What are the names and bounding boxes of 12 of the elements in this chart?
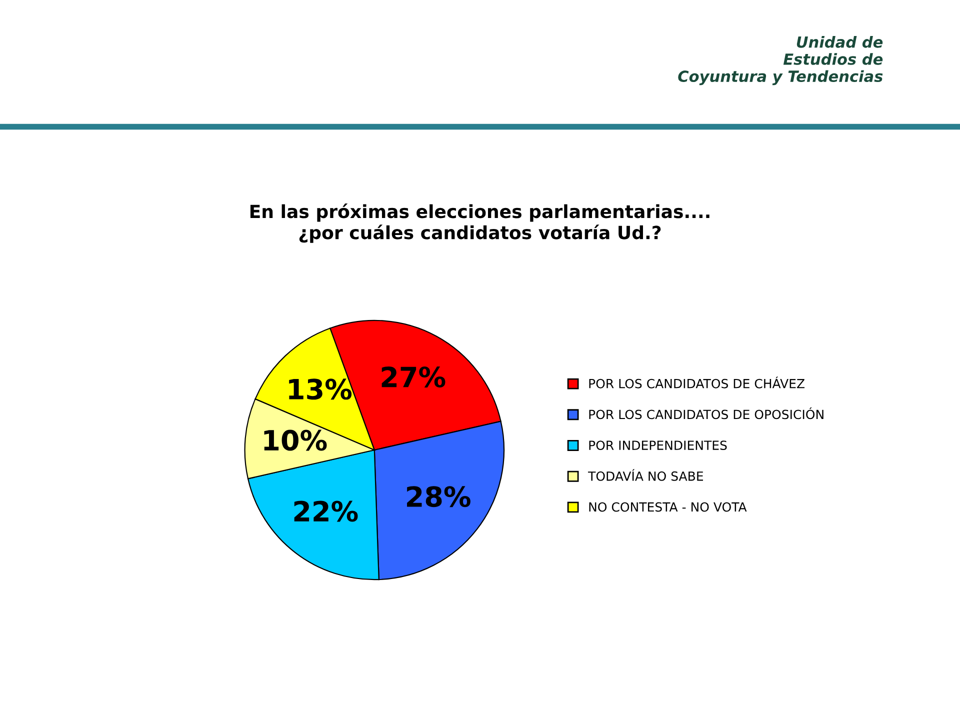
legend-label: TODAVÍA NO SABE (588, 469, 704, 481)
legend-label: NO CONTESTA - NO VOTA (589, 502, 747, 512)
data-label: 13% (289, 378, 352, 400)
legend-label: POR INDEPENDIENTES (589, 440, 727, 450)
data-label: 28% (407, 486, 470, 508)
legend-label: POR LOS CANDIDATOS DE CHÁVEZ (589, 376, 804, 388)
chart-title: En las próximas elecciones parlamentarias.... ¿por cuáles candidatos votaría Ud.? (250, 204, 710, 243)
data-label: 22% (294, 500, 358, 522)
legend-label: POR LOS CANDIDATOS DE OPOSICIÓN (589, 407, 824, 420)
text: Unidad de Estudios de Coyuntura y Tendencias (678, 36, 883, 86)
data-label: 27% (382, 366, 446, 388)
data-label: 10% (264, 430, 327, 451)
